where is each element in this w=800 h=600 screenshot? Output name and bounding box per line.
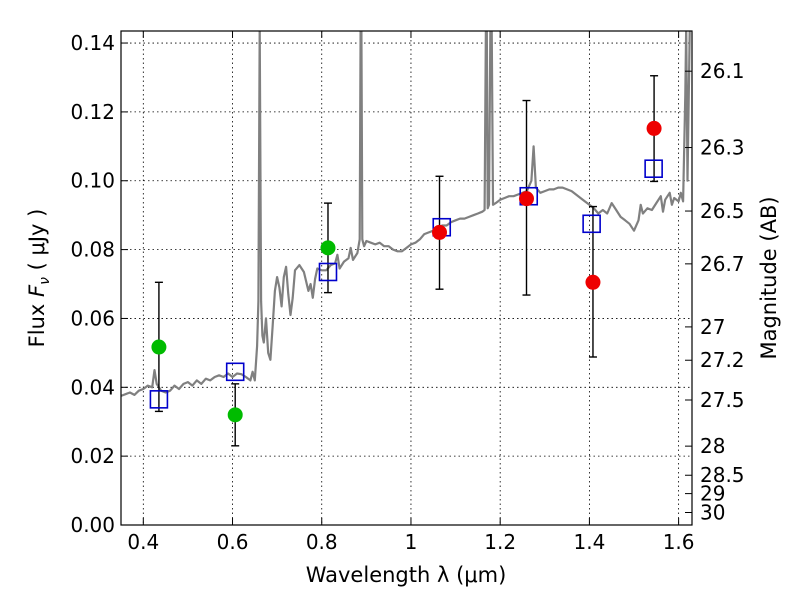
mag-tick-label: 27 <box>700 315 725 339</box>
right-axis-label: Magnitude (AB) <box>757 196 781 359</box>
observed-point-optical <box>320 240 336 256</box>
y-axis-label-subscript: ν <box>37 277 53 285</box>
mag-tick-label: 26.5 <box>700 199 745 223</box>
x-tick-label: 1.2 <box>484 530 516 554</box>
x-tick-label: 0.6 <box>217 530 249 554</box>
model-spectrum <box>121 31 691 397</box>
x-axis-label: Wavelength λ (μm) <box>306 563 507 587</box>
x-tick-label: 1.4 <box>573 530 605 554</box>
model-photometry-box <box>149 390 169 409</box>
mag-tick-label: 27.5 <box>700 388 745 412</box>
x-tick-label: 0.8 <box>306 530 338 554</box>
y-tick-label: 0.04 <box>70 375 115 399</box>
y-tick-label: 0.02 <box>70 444 115 468</box>
observed-point-nir <box>585 274 601 290</box>
y-axis-label-symbol: F <box>25 284 49 297</box>
y-tick-label: 0.08 <box>70 238 115 262</box>
y-tick-label: 0.12 <box>70 100 115 124</box>
model-photometry-box <box>582 214 601 234</box>
observed-point-nir <box>432 224 448 240</box>
mag-tick-label: 29 <box>700 482 725 506</box>
mag-tick-label: 28.5 <box>700 463 745 487</box>
y-axis-label: Flux Fν ( μJy ) <box>25 209 53 348</box>
mag-tick-label: 28 <box>700 434 725 458</box>
observed-point-nir <box>646 120 662 136</box>
model-spectrum-line <box>121 31 691 397</box>
y-axis-label-prefix: Flux <box>25 297 49 347</box>
observed-point-optical <box>227 407 243 423</box>
model-photometry-box <box>225 362 245 382</box>
model-photometry-box <box>318 262 338 282</box>
y-tick-label: 0.14 <box>70 31 115 55</box>
data-points <box>149 75 663 447</box>
mag-tick-label: 30 <box>700 501 725 525</box>
y-axis-label-suffix: ( μJy ) <box>25 209 49 277</box>
grid-lines <box>121 31 692 525</box>
mag-tick-label: 27.2 <box>700 348 745 372</box>
observed-point-nir <box>518 191 534 207</box>
x-tick-label: 0.4 <box>127 530 159 554</box>
axis-ticks: 0.4 0.6 0.8 1 1.2 1.4 1.6 0.00 0.02 0.04 0.06 0.08 0… <box>70 31 745 554</box>
x-tick-label: 1.6 <box>663 530 695 554</box>
mag-tick-label: 26.3 <box>700 136 745 160</box>
y-tick-label: 0.06 <box>70 306 115 330</box>
plot-frame <box>120 30 693 526</box>
x-tick-label: 1 <box>405 530 418 554</box>
observed-point-optical <box>151 339 167 355</box>
y-tick-label: 0.00 <box>70 513 115 537</box>
mag-tick-label: 26.7 <box>700 252 745 276</box>
model-photometry-box <box>644 159 663 179</box>
mag-tick-label: 26.1 <box>700 59 745 83</box>
y-tick-label: 0.10 <box>70 169 115 193</box>
